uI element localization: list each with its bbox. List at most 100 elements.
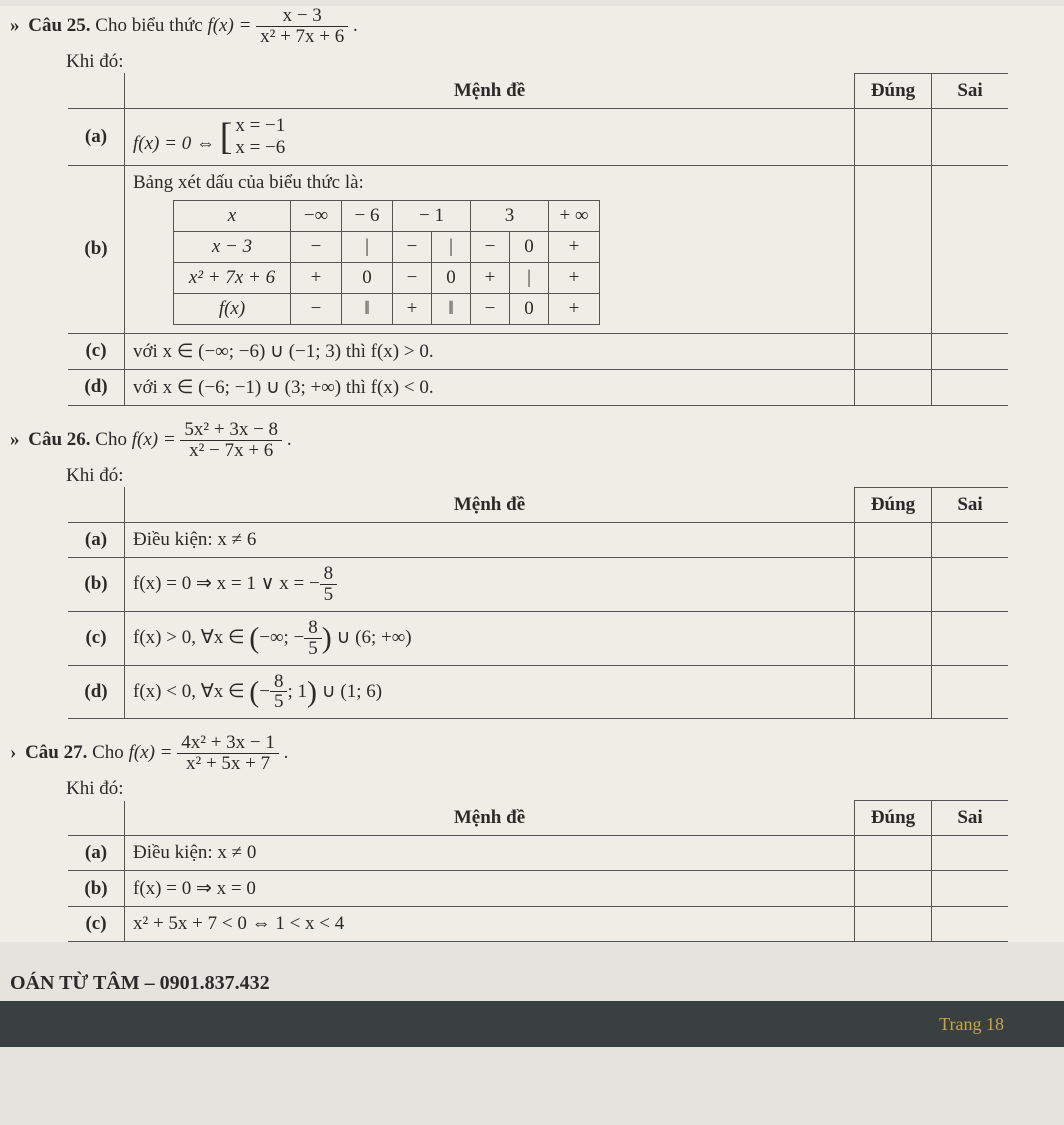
st-r1-3: | (432, 231, 471, 262)
q25-sign-table: x −∞ − 6 − 1 3 + ∞ x − 3 − | − | − (173, 200, 600, 325)
st-m6: − 6 (342, 200, 393, 231)
st-r1-4: − (471, 231, 510, 262)
q27-b-text: f(x) = 0 ⇒ x = 0 (125, 871, 855, 907)
q26-b-pre: f(x) = 0 ⇒ x = 1 ∨ x = − (133, 573, 320, 594)
q26-d-neg: − (259, 680, 270, 701)
q26-d-pre: f(x) < 0, ∀x ∈ (133, 680, 249, 701)
q25-th-sai: Sai (932, 73, 1009, 108)
st-m1: − 1 (393, 200, 471, 231)
st-h-x: x (174, 200, 291, 231)
q25-table: Mệnh đề Đúng Sai (a) f(x) = 0 ⇔ [ x = −1… (68, 73, 1008, 406)
q26-c-pre: f(x) > 0, ∀x ∈ (133, 626, 249, 647)
st-r2-5: | (510, 262, 549, 293)
q25-row-d: (d) với x ∈ (−6; −1) ∪ (3; +∞) thì f(x) … (68, 369, 1008, 405)
q26-row-c: (c) f(x) > 0, ∀x ∈ (−∞; − 8 5 ) ∪ (6; +∞… (68, 611, 1008, 665)
st-r2-1: 0 (342, 262, 393, 293)
q25-d-label: (d) (68, 369, 125, 405)
q27-a-dung[interactable] (855, 836, 932, 871)
st-r1-6: + (549, 231, 600, 262)
q26-b-frac: 8 5 (320, 564, 338, 605)
footer-source: OÁN TỪ TÂM – 0901.837.432 (0, 972, 1064, 995)
q26-b-label: (b) (68, 557, 125, 611)
q27-intro: Cho (92, 742, 128, 763)
footer: OÁN TỪ TÂM – 0901.837.432 Trang 18 (0, 972, 1064, 1042)
footer-page: Trang 18 (939, 1014, 1004, 1035)
q25-c-dung[interactable] (855, 333, 932, 369)
q26-d-frac: 8 5 (270, 672, 288, 713)
st-r3-2: + (393, 293, 432, 324)
question-27: › Câu 27. Cho f(x) = 4x² + 3x − 1 x² + 5… (10, 733, 1034, 942)
q26-a-dung[interactable] (855, 522, 932, 557)
q26-d-sai[interactable] (932, 665, 1009, 719)
st-r1-5: 0 (510, 231, 549, 262)
q26-d-fnum: 8 (270, 672, 288, 693)
question-25: » Câu 25. Cho biểu thức f(x) = x − 3 x² … (10, 6, 1034, 406)
st-3: 3 (471, 200, 549, 231)
q25-d-sai[interactable] (932, 369, 1009, 405)
q26-c-label: (c) (68, 611, 125, 665)
q27-th-sai: Sai (932, 801, 1009, 836)
q25-row-a: (a) f(x) = 0 ⇔ [ x = −1 x = −6 (68, 108, 1008, 165)
q25-a-dung[interactable] (855, 108, 932, 165)
q26-a-sai[interactable] (932, 522, 1009, 557)
q26-c-dung[interactable] (855, 611, 932, 665)
footer-dark-bar: Trang 18 (0, 1001, 1064, 1047)
q27-b-dung[interactable] (855, 871, 932, 907)
q26-c-fden: 5 (304, 639, 322, 659)
q27-c-sai[interactable] (932, 907, 1009, 942)
q27-a-sai[interactable] (932, 836, 1009, 871)
q26-c-sai[interactable] (932, 611, 1009, 665)
q26-d-close: ) (307, 675, 317, 708)
st-r3-4: − (471, 293, 510, 324)
q27-row-c: (c) x² + 5x + 7 < 0 ⇔ 1 < x < 4 (68, 907, 1008, 942)
st-r2h: x² + 7x + 6 (174, 262, 291, 293)
st-neginf: −∞ (291, 200, 342, 231)
q25-d-text: với x ∈ (−6; −1) ∪ (3; +∞) thì f(x) < 0. (125, 369, 855, 405)
q25-row-b: (b) Bảng xét dấu của biểu thức là: x −∞ … (68, 165, 1008, 333)
q27-b-sai[interactable] (932, 871, 1009, 907)
q25-b-dung[interactable] (855, 165, 932, 333)
q26-d-dung[interactable] (855, 665, 932, 719)
q26-row-d: (d) f(x) < 0, ∀x ∈ (− 8 5 ; 1) ∪ (1; 6) (68, 665, 1008, 719)
q25-d-dung[interactable] (855, 369, 932, 405)
q25-fraction: x − 3 x² + 7x + 6 (256, 6, 348, 47)
q27-table: Mệnh đề Đúng Sai (a) Điều kiện: x ≠ 0 (b… (68, 800, 1008, 942)
q26-th-menhde: Mệnh đề (125, 487, 855, 522)
q26-a-label: (a) (68, 522, 125, 557)
q27-c-text: x² + 5x + 7 < 0 ⇔ 1 < x < 4 (125, 907, 855, 942)
q27-row-b: (b) f(x) = 0 ⇒ x = 0 (68, 871, 1008, 907)
q26-intro: Cho (95, 429, 131, 450)
st-r3-1: ‖ (342, 293, 393, 324)
q27-c-dung[interactable] (855, 907, 932, 942)
st-r1-1: | (342, 231, 393, 262)
question-26: » Câu 26. Cho f(x) = 5x² + 3x − 8 x² − 7… (10, 420, 1034, 720)
q25-c-label: (c) (68, 333, 125, 369)
q26-d-open: ( (249, 675, 259, 708)
q26-th-dung: Đúng (855, 487, 932, 522)
q25-a-eq: f(x) = 0 ⇔ (133, 133, 215, 154)
q27-row-a: (a) Điều kiện: x ≠ 0 (68, 836, 1008, 871)
st-r3-0: − (291, 293, 342, 324)
q25-b-sai[interactable] (932, 165, 1009, 333)
q26-th-sai: Sai (932, 487, 1009, 522)
q26-b-sai[interactable] (932, 557, 1009, 611)
q26-frac-den: x² − 7x + 6 (180, 441, 282, 461)
q27-a-label: (a) (68, 836, 125, 871)
q25-b-text: Bảng xét dấu của biểu thức là: (133, 172, 364, 193)
q26-b-fnum: 8 (320, 564, 338, 585)
q26-d-fden: 5 (270, 692, 288, 712)
q25-label: Câu 25. (28, 15, 90, 36)
q26-row-b: (b) f(x) = 0 ⇒ x = 1 ∨ x = − 8 5 (68, 557, 1008, 611)
q25-a-sai[interactable] (932, 108, 1009, 165)
q27-th-dung: Đúng (855, 801, 932, 836)
q26-fraction: 5x² + 3x − 8 x² − 7x + 6 (180, 420, 282, 461)
st-r2-3: 0 (432, 262, 471, 293)
q25-khido: Khi đó: (66, 51, 1034, 73)
q25-c-text: với x ∈ (−∞; −6) ∪ (−1; 3) thì f(x) > 0. (125, 333, 855, 369)
q25-c-sai[interactable] (932, 333, 1009, 369)
q27-c-label: (c) (68, 907, 125, 942)
q26-b-dung[interactable] (855, 557, 932, 611)
q27-khido: Khi đó: (66, 778, 1034, 800)
q27-frac-num: 4x² + 3x − 1 (177, 733, 279, 754)
q26-khido: Khi đó: (66, 465, 1034, 487)
